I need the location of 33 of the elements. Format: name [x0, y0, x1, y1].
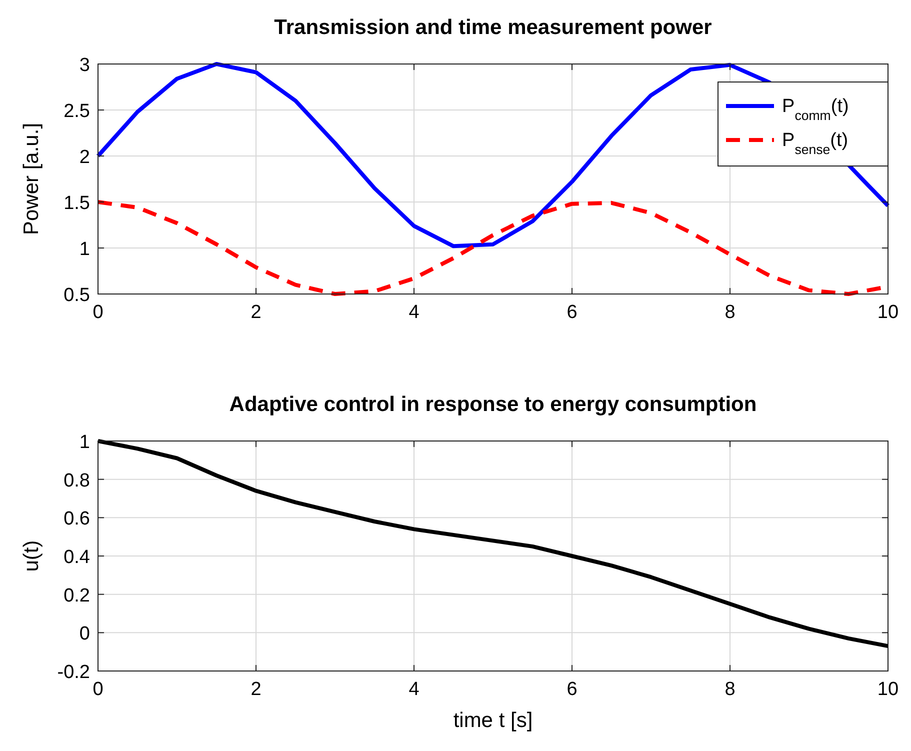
legend-label: P$_{comm}$(t) — [782, 96, 849, 122]
x-tick-label: 6 — [566, 679, 578, 700]
y-tick-label: 0.5 — [64, 285, 90, 306]
chart-title: Adaptive control in response to energy consumption — [229, 393, 757, 416]
y-tick-label: 2 — [79, 147, 90, 168]
x-tick-label: 4 — [408, 679, 420, 700]
x-tick-label: 10 — [877, 302, 899, 323]
x-tick-label: 4 — [408, 302, 420, 323]
y-tick-label: 0.2 — [64, 585, 90, 606]
y-tick-label: 1 — [79, 239, 90, 260]
y-axis-title: Power [a.u.] — [20, 122, 43, 236]
x-axis-title: time t [s] — [453, 709, 533, 732]
x-tick-label: 2 — [250, 679, 262, 700]
x-tick-label: 6 — [566, 302, 578, 323]
y-tick-label: 0.8 — [64, 470, 90, 492]
y-tick-label: 3 — [79, 55, 90, 76]
x-tick-label: 8 — [724, 302, 736, 323]
x-tick-label: 10 — [877, 679, 899, 700]
x-tick-label: 0 — [92, 302, 104, 323]
y-tick-label: 0.6 — [64, 508, 90, 530]
y-tick-label: 0.4 — [64, 547, 90, 568]
y-tick-label: 2.5 — [64, 101, 90, 122]
x-tick-label: 8 — [724, 679, 736, 700]
x-tick-label: 2 — [250, 302, 262, 323]
legend-label: P$_{sense}$(t) — [782, 130, 848, 156]
y-tick-label: -0.2 — [57, 662, 90, 683]
y-axis-title: u(t) — [20, 540, 43, 572]
y-tick-label: 1 — [79, 432, 90, 453]
y-tick-label: 0 — [79, 624, 90, 645]
chart-title: Transmission and time measurement power — [274, 16, 712, 39]
line-series — [96, 439, 890, 648]
y-tick-label: 1.5 — [64, 193, 90, 214]
x-tick-label: 0 — [92, 679, 104, 700]
